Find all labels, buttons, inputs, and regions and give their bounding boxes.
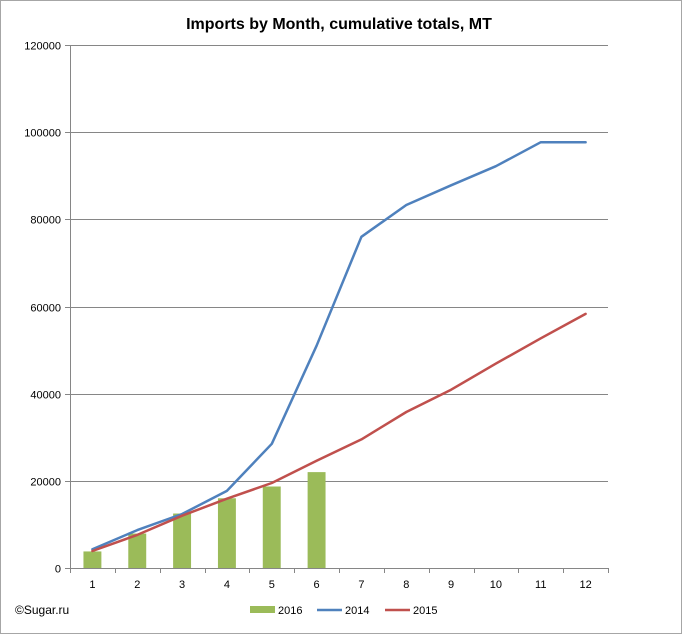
x-tick-label: 12 — [579, 579, 591, 591]
y-tick-label: 40000 — [30, 390, 61, 402]
x-tick-label: 9 — [448, 579, 454, 591]
credit-text: ©Sugar.ru — [15, 603, 69, 617]
legend-swatch-2016 — [250, 606, 275, 613]
gridlines — [70, 45, 608, 482]
y-tick-label: 0 — [55, 564, 61, 576]
bar-2016-2 — [128, 533, 147, 568]
x-tick-label: 8 — [403, 579, 409, 591]
x-tick-label: 3 — [179, 579, 185, 591]
legend-label-2015: 2015 — [413, 605, 437, 617]
bar-2016-5 — [262, 486, 281, 568]
y-tick-label: 100000 — [24, 128, 61, 140]
y-tick-label: 120000 — [24, 41, 61, 53]
bar-2016-6 — [307, 472, 326, 568]
legend: 2016 2014 2015 — [250, 605, 437, 617]
y-tick-label: 60000 — [30, 303, 61, 315]
bar-series — [83, 472, 326, 568]
y-tick-label: 80000 — [30, 215, 61, 227]
x-tick-label: 5 — [269, 579, 275, 591]
line-series — [91, 140, 587, 553]
line-2015 — [91, 312, 587, 553]
x-tick-label: 10 — [490, 579, 502, 591]
bar-2016-4 — [217, 498, 236, 568]
x-tick-label: 7 — [358, 579, 364, 591]
x-tick-label: 6 — [314, 579, 320, 591]
bar-2016-1 — [83, 551, 102, 568]
x-axis: 1 2 3 4 5 6 7 8 9 10 11 12 — [70, 568, 609, 591]
x-tick-label: 2 — [134, 579, 140, 591]
y-axis: 0 20000 40000 60000 80000 100000 120000 — [24, 41, 71, 576]
y-tick-label: 20000 — [30, 477, 61, 489]
x-tick-label: 4 — [224, 579, 230, 591]
chart-title: Imports by Month, cumulative totals, MT — [186, 16, 492, 33]
x-tick-label: 11 — [535, 579, 546, 591]
bar-2016-3 — [173, 513, 192, 568]
x-tick-label: 1 — [89, 579, 95, 591]
line-2014 — [91, 140, 587, 551]
legend-label-2014: 2014 — [345, 605, 369, 617]
legend-label-2016: 2016 — [278, 605, 302, 617]
